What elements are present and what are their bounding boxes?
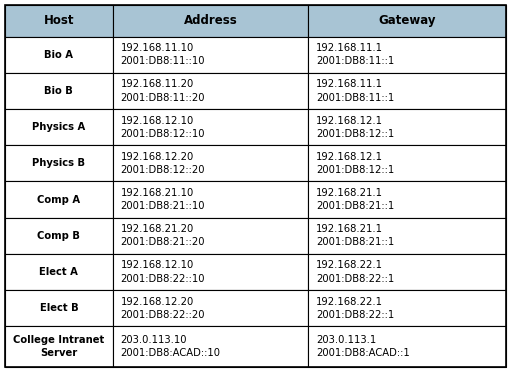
Bar bbox=[113, 326, 308, 367]
Bar bbox=[113, 109, 308, 145]
Bar bbox=[5, 254, 113, 290]
Bar bbox=[113, 5, 308, 37]
Text: 192.168.12.20
2001:DB8:12::20: 192.168.12.20 2001:DB8:12::20 bbox=[121, 152, 205, 175]
Bar bbox=[308, 109, 506, 145]
Text: 192.168.12.1
2001:DB8:12::1: 192.168.12.1 2001:DB8:12::1 bbox=[316, 152, 394, 175]
Text: Bio A: Bio A bbox=[44, 50, 74, 60]
Bar bbox=[113, 218, 308, 254]
Text: Physics A: Physics A bbox=[32, 122, 85, 132]
Bar bbox=[113, 182, 308, 218]
Bar bbox=[5, 290, 113, 326]
Text: 192.168.12.10
2001:DB8:22::10: 192.168.12.10 2001:DB8:22::10 bbox=[121, 260, 205, 283]
Text: 192.168.22.1
2001:DB8:22::1: 192.168.22.1 2001:DB8:22::1 bbox=[316, 260, 394, 283]
Text: Bio B: Bio B bbox=[44, 86, 73, 96]
Bar bbox=[308, 73, 506, 109]
Text: 192.168.12.1
2001:DB8:12::1: 192.168.12.1 2001:DB8:12::1 bbox=[316, 116, 394, 139]
Bar bbox=[113, 37, 308, 73]
Bar bbox=[5, 73, 113, 109]
Text: Comp A: Comp A bbox=[37, 195, 80, 205]
Bar bbox=[308, 326, 506, 367]
Bar bbox=[308, 290, 506, 326]
Text: Host: Host bbox=[43, 15, 74, 27]
Text: 192.168.21.1
2001:DB8:21::1: 192.168.21.1 2001:DB8:21::1 bbox=[316, 224, 394, 247]
Text: Gateway: Gateway bbox=[378, 15, 436, 27]
Bar bbox=[308, 37, 506, 73]
Bar bbox=[308, 182, 506, 218]
Bar bbox=[5, 182, 113, 218]
Bar bbox=[5, 37, 113, 73]
Bar bbox=[5, 326, 113, 367]
Bar bbox=[308, 145, 506, 182]
Bar bbox=[113, 73, 308, 109]
Text: 192.168.22.1
2001:DB8:22::1: 192.168.22.1 2001:DB8:22::1 bbox=[316, 296, 394, 320]
Bar bbox=[113, 145, 308, 182]
Text: 192.168.11.20
2001:DB8:11::20: 192.168.11.20 2001:DB8:11::20 bbox=[121, 79, 205, 103]
Text: 203.0.113.1
2001:DB8:ACAD::1: 203.0.113.1 2001:DB8:ACAD::1 bbox=[316, 335, 410, 358]
Text: 192.168.11.1
2001:DB8:11::1: 192.168.11.1 2001:DB8:11::1 bbox=[316, 43, 394, 66]
Text: 192.168.11.10
2001:DB8:11::10: 192.168.11.10 2001:DB8:11::10 bbox=[121, 43, 205, 66]
Bar bbox=[5, 109, 113, 145]
Text: 192.168.21.20
2001:DB8:21::20: 192.168.21.20 2001:DB8:21::20 bbox=[121, 224, 205, 247]
Bar bbox=[5, 5, 113, 37]
Bar bbox=[113, 290, 308, 326]
Bar bbox=[308, 5, 506, 37]
Text: Elect B: Elect B bbox=[39, 303, 78, 313]
Text: Physics B: Physics B bbox=[32, 158, 85, 169]
Text: Comp B: Comp B bbox=[37, 231, 80, 241]
Bar bbox=[5, 218, 113, 254]
Text: 192.168.21.1
2001:DB8:21::1: 192.168.21.1 2001:DB8:21::1 bbox=[316, 188, 394, 211]
Bar bbox=[5, 145, 113, 182]
Bar bbox=[308, 218, 506, 254]
Text: College Intranet
Server: College Intranet Server bbox=[13, 335, 104, 358]
Text: 203.0.113.10
2001:DB8:ACAD::10: 203.0.113.10 2001:DB8:ACAD::10 bbox=[121, 335, 221, 358]
Bar bbox=[308, 254, 506, 290]
Text: 192.168.21.10
2001:DB8:21::10: 192.168.21.10 2001:DB8:21::10 bbox=[121, 188, 205, 211]
Text: Elect A: Elect A bbox=[39, 267, 78, 277]
Text: 192.168.12.10
2001:DB8:12::10: 192.168.12.10 2001:DB8:12::10 bbox=[121, 116, 205, 139]
Text: 192.168.11.1
2001:DB8:11::1: 192.168.11.1 2001:DB8:11::1 bbox=[316, 79, 394, 103]
Text: 192.168.12.20
2001:DB8:22::20: 192.168.12.20 2001:DB8:22::20 bbox=[121, 296, 205, 320]
Bar bbox=[113, 254, 308, 290]
Text: Address: Address bbox=[183, 15, 237, 27]
